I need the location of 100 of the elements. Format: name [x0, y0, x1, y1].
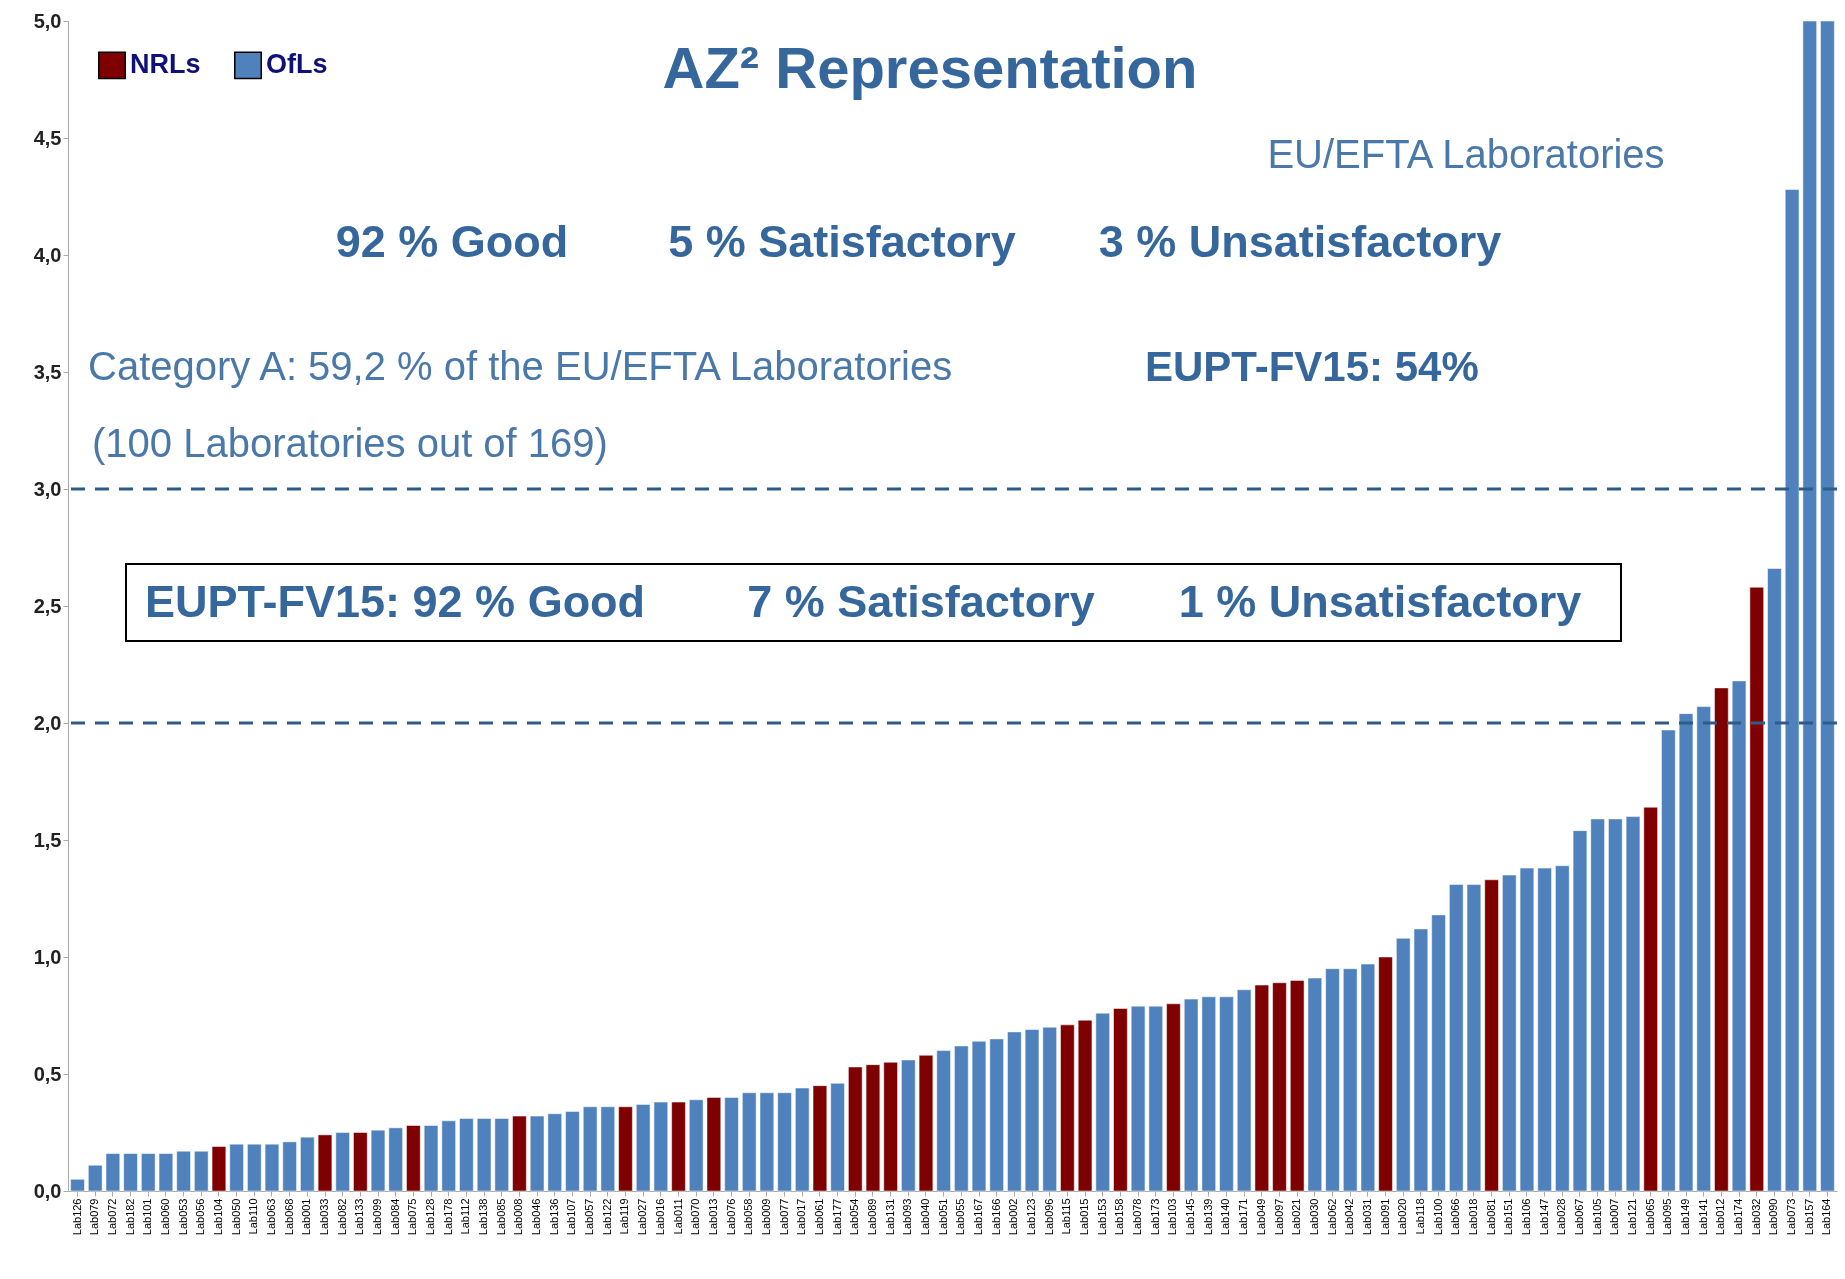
x-tick-label: Lab016: [653, 1198, 666, 1236]
x-tick-label: Lab001: [300, 1198, 313, 1236]
bar: [459, 1117, 474, 1192]
bar: [1696, 706, 1712, 1192]
bar: [618, 1106, 633, 1192]
x-tick-label: Lab033: [318, 1198, 331, 1236]
bar: [1749, 586, 1765, 1192]
annotation: 1 % Unsatisfactory: [1178, 576, 1582, 627]
x-tick-label: Lab009: [759, 1198, 772, 1236]
x-tick-label: Lab079: [88, 1198, 101, 1236]
bar: [1519, 867, 1535, 1192]
bar: [1820, 20, 1835, 1192]
x-tick-label: Lab118: [1413, 1198, 1426, 1235]
bar: [1006, 1031, 1022, 1192]
x-tick-label: Lab011: [671, 1198, 684, 1235]
x-tick-label: Lab062: [1325, 1198, 1338, 1236]
x-tick-label: Lab107: [565, 1198, 578, 1236]
x-tick-label: Lab123: [1025, 1198, 1038, 1236]
bar: [1095, 1012, 1111, 1192]
bar: [1784, 188, 1800, 1192]
bar: [1537, 867, 1553, 1192]
x-tick-label: Lab082: [335, 1198, 348, 1236]
x-tick-label: Lab106: [1519, 1198, 1532, 1236]
annotation: 5 % Satisfactory: [668, 216, 1016, 267]
bar: [1413, 928, 1429, 1192]
x-tick-label: Lab173: [1148, 1198, 1161, 1236]
x-tick-label: Lab056: [194, 1198, 207, 1236]
bar: [971, 1040, 987, 1192]
x-tick-label: Lab115: [1060, 1198, 1073, 1235]
x-tick-label: Lab112: [459, 1198, 472, 1235]
x-tick-label: Lab018: [1466, 1198, 1479, 1236]
x-tick-label: Lab095: [1661, 1198, 1674, 1236]
x-tick-label: Lab046: [530, 1198, 543, 1236]
bar: [1714, 687, 1729, 1192]
bar: [1572, 830, 1588, 1192]
y-tick-label: 0,0: [33, 1179, 62, 1202]
x-tick-label: Lab065: [1643, 1198, 1656, 1236]
x-tick-label: Lab131: [883, 1198, 896, 1236]
x-tick-label: Lab061: [812, 1198, 825, 1236]
x-tick-label: Lab097: [1272, 1198, 1285, 1236]
y-tick-label: 2,5: [33, 594, 62, 617]
bar: [812, 1085, 828, 1192]
bar: [299, 1136, 315, 1192]
y-tick-label: 1,0: [33, 945, 62, 968]
bar: [1607, 818, 1623, 1192]
x-tick-label: Lab128: [424, 1198, 437, 1236]
bar: [158, 1153, 174, 1192]
bar: [1643, 806, 1659, 1192]
x-tick-label: Lab032: [1749, 1198, 1762, 1236]
x-tick-label: Lab099: [371, 1198, 384, 1236]
bar: [123, 1153, 138, 1192]
x-tick-label: Lab040: [918, 1198, 931, 1236]
bar: [1201, 996, 1217, 1192]
bar: [547, 1113, 563, 1192]
x-tick-label: Lab058: [742, 1198, 755, 1236]
x-tick-label: Lab066: [1449, 1198, 1462, 1236]
bar: [900, 1059, 916, 1192]
annotation: 3 % Unsatisfactory: [1098, 216, 1502, 267]
bar: [1077, 1019, 1093, 1192]
x-tick-label: Lab020: [1396, 1198, 1409, 1236]
x-tick-label: Lab051: [936, 1198, 949, 1236]
x-tick-label: Lab166: [989, 1198, 1002, 1236]
bar: [176, 1150, 191, 1192]
bar: [140, 1153, 156, 1192]
x-tick-label: Lab105: [1590, 1198, 1603, 1236]
bar: [211, 1146, 227, 1192]
annotation: 92 % Good: [335, 216, 569, 267]
bar: [706, 1096, 722, 1192]
x-tick-label: Lab093: [901, 1198, 914, 1236]
bar: [883, 1061, 899, 1192]
bar: [1183, 998, 1199, 1192]
bar: [1431, 914, 1446, 1192]
bar: [229, 1143, 245, 1192]
x-tick-label: Lab013: [706, 1198, 719, 1236]
bar: [193, 1150, 209, 1192]
x-tick-label: Lab126: [70, 1198, 83, 1236]
x-tick-label: Lab136: [547, 1198, 560, 1236]
bar: [529, 1115, 545, 1192]
chart-title: AZ² Representation: [662, 35, 1198, 100]
x-tick-label: Lab104: [211, 1198, 224, 1236]
x-tick-label: Lab078: [1131, 1198, 1144, 1236]
bar: [1360, 963, 1376, 1192]
bar: [565, 1110, 580, 1192]
annotation: 7 % Satisfactory: [747, 576, 1095, 627]
bar: [441, 1120, 457, 1192]
x-tick-label: Lab100: [1431, 1198, 1444, 1236]
bar: [1484, 879, 1500, 1192]
bar: [1466, 883, 1482, 1192]
x-tick-label: Lab151: [1502, 1198, 1515, 1236]
x-tick-label: Lab139: [1201, 1198, 1214, 1236]
x-tick-label: Lab090: [1767, 1198, 1780, 1236]
legend-label: OfLs: [266, 49, 328, 80]
x-tick-label: Lab068: [282, 1198, 295, 1236]
bar: [1678, 713, 1694, 1192]
x-tick-label: Lab149: [1679, 1198, 1692, 1236]
bar: [1660, 729, 1676, 1192]
x-tick-label: Lab063: [264, 1198, 277, 1236]
x-tick-label: Lab042: [1343, 1198, 1356, 1236]
bar: [600, 1106, 616, 1192]
bar: [1130, 1005, 1146, 1192]
